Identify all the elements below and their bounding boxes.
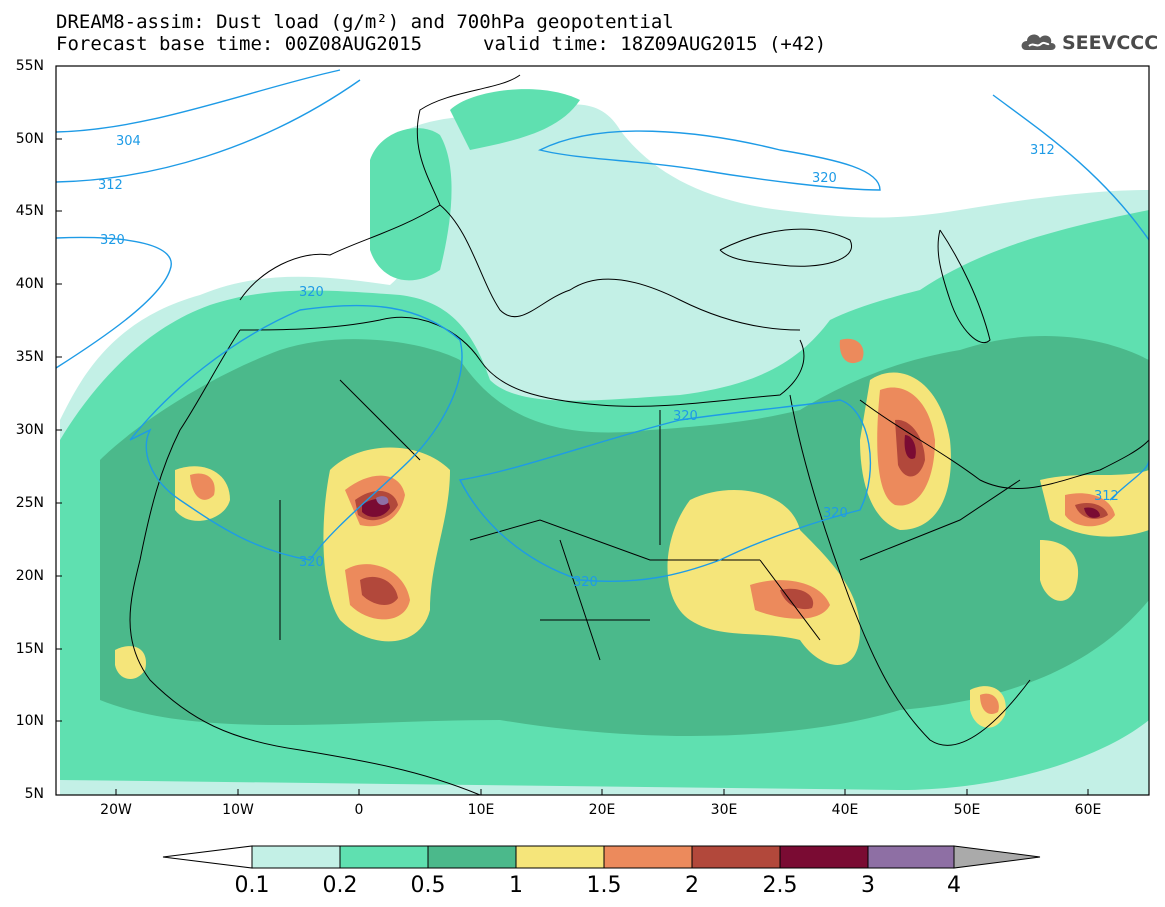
colorbar-label: 1.5 <box>586 873 622 898</box>
contour-label: 304 <box>116 134 141 149</box>
dust-band-1-oman <box>1040 540 1079 601</box>
lon-label: 30E <box>710 802 738 818</box>
lat-label: 40N <box>15 276 44 292</box>
dust-band-1-senegal <box>115 646 146 680</box>
lon-label: 40E <box>831 802 859 818</box>
valid-time: valid time: 18Z09AUG2015 (+42) <box>483 33 827 55</box>
coastline-africa-west <box>129 329 481 795</box>
contour-label: 320 <box>812 171 837 186</box>
contour-320-east <box>458 399 872 582</box>
contour-320-main <box>129 304 463 561</box>
lat-label: 50N <box>15 131 44 147</box>
contour-label: 320 <box>299 285 324 300</box>
dust-band-0-2-europe <box>450 89 580 150</box>
coastline-arabia <box>859 399 1149 490</box>
coastline-caspian <box>937 229 991 343</box>
lon-label: 50E <box>953 802 981 818</box>
contour-label: 312 <box>1094 489 1119 504</box>
colorbar-label: 2 <box>685 873 699 898</box>
lat-label: 10N <box>15 713 44 729</box>
border-lines <box>279 379 1021 661</box>
dust-band-1-east <box>667 490 860 665</box>
contour-label: 320 <box>299 555 324 570</box>
dust-band-3 <box>376 496 389 506</box>
lon-label: 10E <box>467 802 495 818</box>
colorbar-label: 3 <box>861 873 875 898</box>
dust-band-2 <box>355 419 1108 610</box>
contour-312-east <box>992 94 1149 241</box>
lat-label: 25N <box>15 495 44 511</box>
contour-320-europe <box>537 130 881 191</box>
contour-label: 312 <box>1030 143 1055 158</box>
cloud-icon <box>1021 34 1056 50</box>
lon-label: 10W <box>222 802 254 818</box>
contour-label: 320 <box>673 409 698 424</box>
logo-text: SEEVCCC <box>1062 32 1159 54</box>
lat-label: 15N <box>15 641 44 657</box>
colorbar <box>162 845 1041 869</box>
contour-label: 320 <box>823 506 848 521</box>
dust-band-2-5 <box>362 435 1100 518</box>
lon-label: 20W <box>100 802 132 818</box>
coastline-black-sea <box>719 228 853 267</box>
contour-label: 320 <box>100 233 125 248</box>
colorbar-label: 1 <box>509 873 523 898</box>
lat-label: 5N <box>24 786 44 802</box>
colorbar-label: 0.2 <box>322 873 358 898</box>
lon-label: 60E <box>1074 802 1102 818</box>
colorbar-label: 2.5 <box>762 873 798 898</box>
colorbar-label: 0.1 <box>234 873 270 898</box>
dust-band-1-5-east <box>750 387 935 619</box>
contour-312-west <box>56 79 361 183</box>
lat-label: 30N <box>15 422 44 438</box>
coastline-europe <box>239 74 801 331</box>
dust-band-0-2-north <box>370 128 452 281</box>
contour-label: 320 <box>573 575 598 590</box>
forecast-base-time: Forecast base time: 00Z08AUG2015 <box>56 33 423 55</box>
coastline-red-sea <box>789 394 1031 746</box>
contour-320-west <box>56 236 172 369</box>
seevccc-logo: SEEVCCC <box>1018 26 1158 58</box>
lat-label: 35N <box>15 349 44 365</box>
lon-label: 0 <box>354 802 364 818</box>
contour-label: 312 <box>98 178 123 193</box>
colorbar-label: 0.5 <box>410 873 446 898</box>
contour-304 <box>56 69 341 133</box>
lat-label: 45N <box>15 203 44 219</box>
lat-label: 55N <box>15 58 44 74</box>
map-title: DREAM8-assim: Dust load (g/m²) and 700hP… <box>56 11 674 33</box>
lat-label: 20N <box>15 568 44 584</box>
colorbar-label: 4 <box>947 873 961 898</box>
lon-label: 20E <box>588 802 616 818</box>
coastline-africa-north <box>239 316 805 407</box>
